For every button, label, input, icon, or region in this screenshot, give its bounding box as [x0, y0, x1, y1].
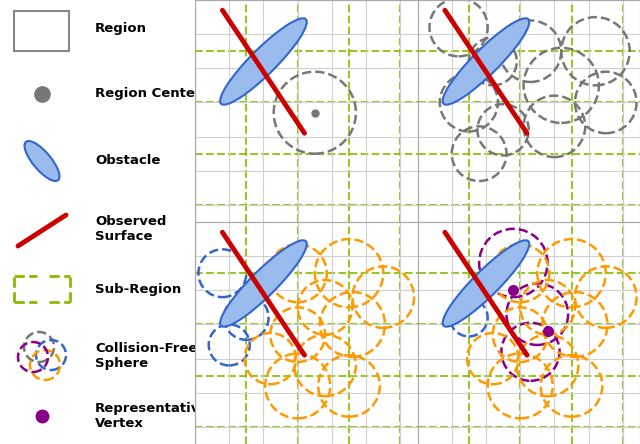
- Text: Obstacle: Obstacle: [95, 155, 161, 167]
- Text: (b): (b): [519, 228, 539, 242]
- Ellipse shape: [443, 18, 529, 105]
- Ellipse shape: [220, 240, 307, 327]
- Text: Region: Region: [95, 23, 147, 36]
- Text: Region Center: Region Center: [95, 87, 202, 100]
- Text: Sub-Region: Sub-Region: [95, 282, 181, 296]
- Text: Observed
Surface: Observed Surface: [95, 215, 166, 243]
- Ellipse shape: [443, 240, 529, 327]
- Bar: [14, 11, 69, 51]
- Ellipse shape: [220, 18, 307, 105]
- Text: Representative
Vertex: Representative Vertex: [95, 402, 209, 430]
- Text: Collision-Free
Sphere: Collision-Free Sphere: [95, 342, 197, 370]
- Text: (a): (a): [296, 228, 316, 242]
- Ellipse shape: [24, 141, 60, 181]
